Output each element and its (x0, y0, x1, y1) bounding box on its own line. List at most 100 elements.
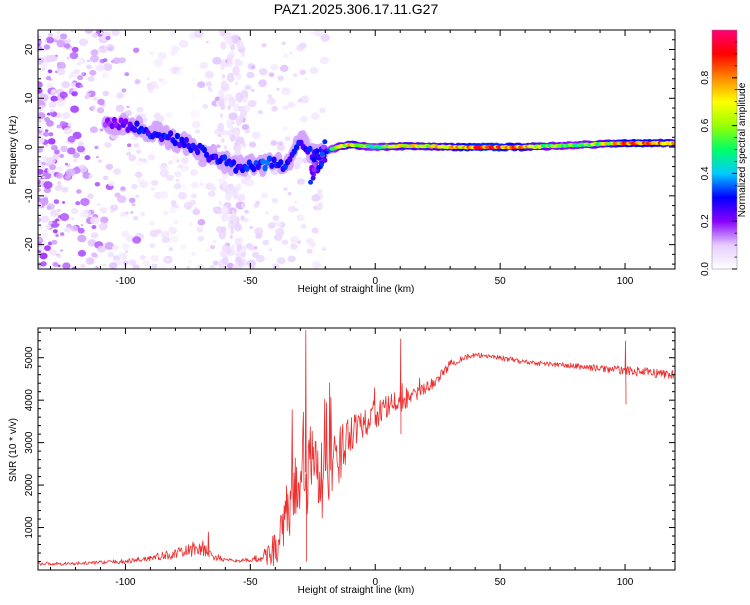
spectrogram-noise-cell (78, 141, 84, 147)
spectrogram-noise-cell (60, 249, 64, 252)
spectrogram-noise-cell (38, 224, 43, 231)
spectrogram-ridge-cell (123, 118, 129, 125)
spectrogram-noise-cell (171, 43, 175, 47)
spectrogram-noise-cell (80, 223, 84, 227)
spectrogram-noise-cell (102, 263, 107, 267)
spectrogram-noise-cell (116, 92, 124, 99)
spectrogram-noise-cell (205, 40, 209, 44)
spectrogram-noise-cell (290, 243, 298, 250)
spectrogram-noise-cell (270, 63, 279, 71)
snr-y-tick-label: 2000 (24, 474, 35, 497)
spectrogram-noise-cell (221, 80, 227, 88)
spectrogram-noise-cell (96, 202, 102, 207)
spectrogram-noise-cell (148, 220, 155, 226)
spectrogram-noise-cell (41, 161, 46, 166)
spectrogram-noise-cell (64, 162, 69, 166)
spectrogram-ridge-cell (181, 141, 187, 149)
spectrogram-ridge-cell (311, 167, 317, 173)
spectrogram-noise-cell (209, 244, 216, 250)
spectrogram-noise-cell (279, 64, 289, 73)
spectrogram-noise-cell (235, 80, 239, 86)
spectrogram-noise-cell (276, 144, 285, 152)
spectrogram-noise-cell (38, 238, 42, 242)
spectrogram-noise-cell (134, 171, 143, 178)
spectrogram-noise-cell (180, 244, 187, 250)
spectrogram-noise-cell (56, 166, 64, 172)
spectrogram-noise-cell (268, 72, 275, 78)
spectrogram-noise-cell (150, 179, 159, 187)
spectrogram-noise-cell (112, 205, 116, 209)
spectrogram-noise-cell (287, 101, 296, 108)
spectrogram-y-tick-label: -10 (24, 188, 35, 203)
spectrogram-x-tick-label: 0 (372, 276, 378, 287)
spectrogram-noise-cell (158, 264, 167, 269)
spectrogram-noise-cell (120, 186, 125, 190)
spectrogram-noise-cell (231, 244, 236, 249)
snr-y-tick-label: 5000 (24, 346, 35, 369)
spectrogram-noise-cell (67, 122, 73, 128)
spectrogram-noise-cell (191, 193, 197, 199)
spectrogram-noise-cell (220, 64, 225, 71)
spectrogram-noise-cell (255, 200, 261, 205)
spectrogram-noise-cell (53, 199, 60, 204)
spectrogram-noise-cell (162, 210, 169, 216)
spectrogram-noise-cell (49, 111, 54, 116)
spectrogram-noise-cell (177, 191, 188, 200)
spectrogram-noise-cell (294, 208, 299, 212)
colorbar-tick-label: 0.0 (700, 262, 711, 276)
spectrogram-noise-cell (110, 209, 115, 213)
spectrogram-noise-cell (38, 45, 42, 52)
spectrogram-noise-cell (249, 141, 257, 148)
spectrogram-noise-cell (159, 169, 169, 177)
spectrogram-noise-cell (227, 129, 234, 138)
spectrogram-noise-cell (171, 155, 179, 161)
spectrogram-noise-cell (284, 136, 291, 142)
spectrogram-noise-cell (86, 59, 91, 63)
spectrogram-noise-cell (299, 69, 307, 75)
snr-y-axis: 1000 2000 3000 4000 5000 (24, 331, 675, 571)
spectrogram-noise-cell (79, 210, 89, 218)
spectrogram-noise-cell (136, 106, 144, 113)
spectrogram-ridge-cell (269, 162, 275, 169)
spectrogram-noise-cell (82, 172, 91, 179)
spectrogram-noise-cell (153, 59, 164, 68)
spectrogram-ridge-cell (177, 141, 183, 149)
spectrogram-noise-cell (139, 255, 146, 261)
spectrogram-noise-cell (44, 129, 49, 133)
spectrogram-noise-cell (220, 249, 226, 258)
spectrogram-noise-cell (124, 250, 129, 254)
spectrogram-noise-cell (66, 56, 70, 60)
spectrogram-noise-cell (169, 264, 178, 269)
spectrogram-noise-cell (191, 120, 201, 129)
spectrogram-noise-cell (70, 71, 77, 78)
spectrogram-noise-cell (102, 90, 110, 97)
spectrogram-noise-cell (38, 54, 41, 58)
colorbar-tick-label: 0.2 (700, 214, 711, 228)
spectrogram-noise-cell (84, 155, 91, 161)
spectrogram-noise-cell (76, 74, 84, 81)
spectrogram-noise-cell (89, 54, 100, 63)
spectrogram-noise-cell (311, 227, 319, 234)
spectrogram-noise-cell (234, 222, 242, 232)
spectrogram-noise-cell (241, 251, 246, 258)
spectrogram-noise-cell (277, 141, 284, 147)
spectrogram-noise-cell (52, 153, 61, 160)
spectrogram-noise-cell (120, 211, 127, 217)
spectrogram-ridge-cell (125, 126, 131, 133)
spectrogram-noise-cell (131, 183, 138, 190)
spectrogram-noise-cell (178, 39, 189, 48)
spectrogram-noise-cell (47, 69, 53, 74)
spectrogram-noise-cell (52, 261, 59, 267)
spectrogram-noise-cell (113, 168, 122, 175)
spectrogram-noise-cell (314, 30, 323, 37)
spectrogram-noise-cell (80, 72, 85, 76)
spectrogram-noise-cell (62, 201, 66, 204)
spectrogram-noise-cell (289, 51, 293, 55)
spectrogram-noise-cell (168, 68, 173, 72)
spectrogram-noise-cell (62, 111, 71, 119)
spectrogram-noise-cell (293, 156, 303, 165)
spectrogram-ridge-cell (671, 141, 675, 145)
spectrogram-noise-cell (89, 69, 97, 76)
spectrogram-noise-cell (97, 98, 105, 106)
spectrogram-noise-cell (310, 31, 315, 35)
